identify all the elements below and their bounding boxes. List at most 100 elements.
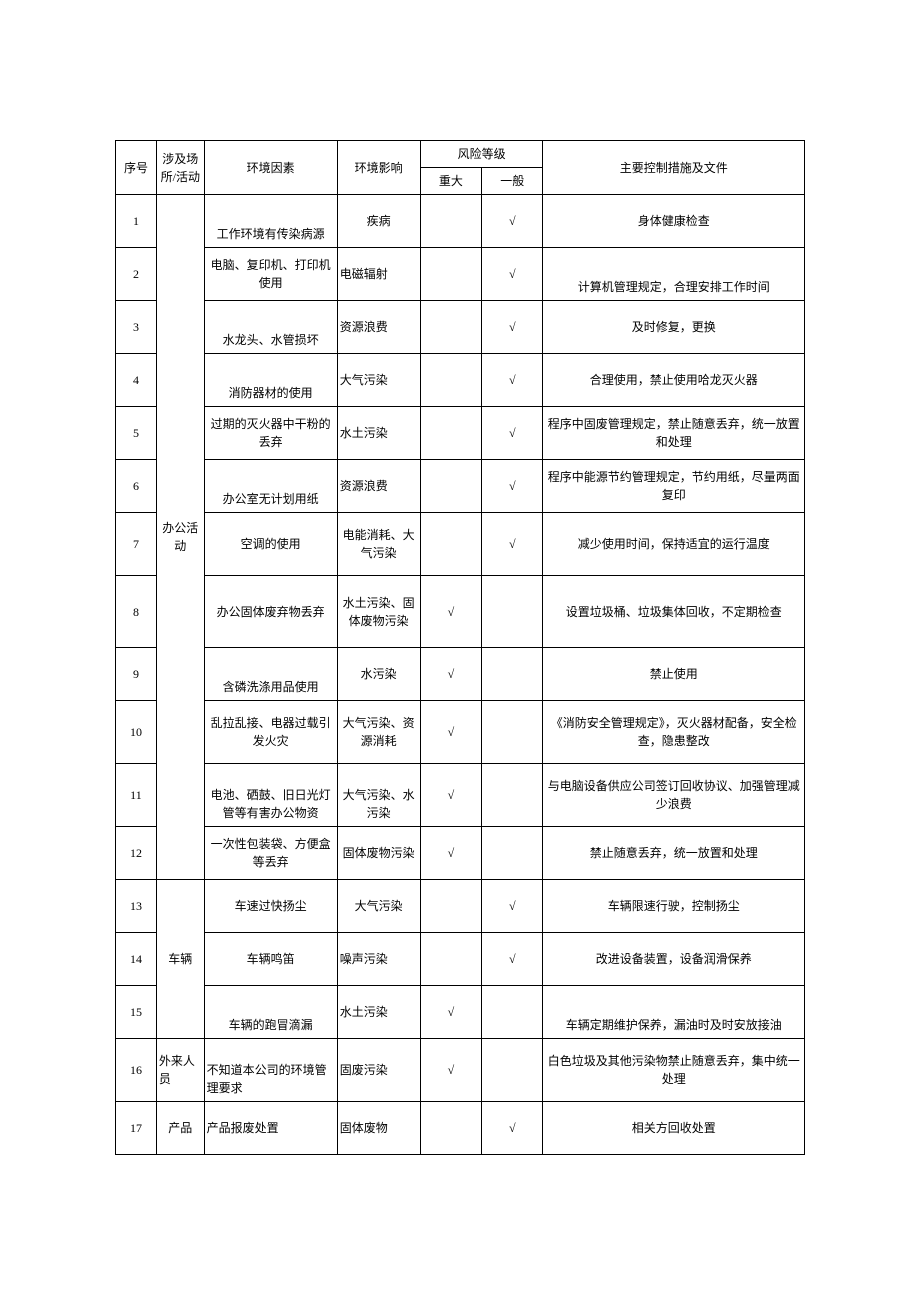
header-risk-minor: 一般 bbox=[482, 168, 543, 195]
environmental-factors-table: 序号 涉及场所/活动 环境因素 环境影响 风险等级 主要控制措施及文件 重大 一… bbox=[115, 140, 805, 1155]
cell-minor: √ bbox=[482, 460, 543, 513]
cell-major: √ bbox=[420, 986, 481, 1039]
cell-seq: 6 bbox=[116, 460, 157, 513]
cell-major bbox=[420, 354, 481, 407]
cell-minor: √ bbox=[482, 933, 543, 986]
cell-major bbox=[420, 933, 481, 986]
cell-seq: 13 bbox=[116, 880, 157, 933]
table-row: 12 一次性包装袋、方便盒等丢弃 固体废物污染 √ 禁止随意丢弃，统一放置和处理 bbox=[116, 827, 805, 880]
cell-factor: 过期的灭火器中干粉的丢弃 bbox=[204, 407, 337, 460]
cell-major bbox=[420, 195, 481, 248]
cell-measure: 禁止使用 bbox=[543, 648, 805, 701]
cell-impact: 噪声污染 bbox=[337, 933, 420, 986]
cell-place-visitor: 外来人员 bbox=[156, 1039, 204, 1102]
cell-minor: √ bbox=[482, 407, 543, 460]
cell-minor bbox=[482, 701, 543, 764]
cell-seq: 4 bbox=[116, 354, 157, 407]
cell-major: √ bbox=[420, 1039, 481, 1102]
cell-impact: 电磁辐射 bbox=[337, 248, 420, 301]
cell-minor: √ bbox=[482, 354, 543, 407]
cell-factor: 乱拉乱接、电器过载引发火灾 bbox=[204, 701, 337, 764]
header-seq: 序号 bbox=[116, 141, 157, 195]
cell-factor: 产品报废处置 bbox=[204, 1102, 337, 1155]
cell-factor: 工作环境有传染病源 bbox=[204, 195, 337, 248]
cell-minor: √ bbox=[482, 880, 543, 933]
header-factor: 环境因素 bbox=[204, 141, 337, 195]
cell-measure: 程序中能源节约管理规定，节约用纸，尽量两面复印 bbox=[543, 460, 805, 513]
cell-seq: 9 bbox=[116, 648, 157, 701]
table-row: 16 外来人员 不知道本公司的环境管理要求 固废污染 √ 白色垃圾及其他污染物禁… bbox=[116, 1039, 805, 1102]
cell-major bbox=[420, 248, 481, 301]
cell-major bbox=[420, 407, 481, 460]
cell-measure: 白色垃圾及其他污染物禁止随意丢弃，集中统一处理 bbox=[543, 1039, 805, 1102]
cell-factor: 消防器材的使用 bbox=[204, 354, 337, 407]
cell-major: √ bbox=[420, 576, 481, 648]
cell-impact: 资源浪费 bbox=[337, 460, 420, 513]
cell-factor: 一次性包装袋、方便盒等丢弃 bbox=[204, 827, 337, 880]
cell-measure: 车辆定期维护保养，漏油时及时安放接油 bbox=[543, 986, 805, 1039]
cell-impact: 疾病 bbox=[337, 195, 420, 248]
cell-impact: 大气污染 bbox=[337, 880, 420, 933]
cell-impact: 水土污染 bbox=[337, 407, 420, 460]
table-row: 5 过期的灭火器中干粉的丢弃 水土污染 √ 程序中固废管理规定，禁止随意丢弃，统… bbox=[116, 407, 805, 460]
cell-impact: 电能消耗、大气污染 bbox=[337, 513, 420, 576]
cell-major: √ bbox=[420, 701, 481, 764]
cell-impact: 固废污染 bbox=[337, 1039, 420, 1102]
cell-seq: 12 bbox=[116, 827, 157, 880]
table-row: 7 空调的使用 电能消耗、大气污染 √ 减少使用时间，保持适宜的运行温度 bbox=[116, 513, 805, 576]
cell-seq: 3 bbox=[116, 301, 157, 354]
cell-factor: 电脑、复印机、打印机使用 bbox=[204, 248, 337, 301]
cell-impact: 固体废物污染 bbox=[337, 827, 420, 880]
table-row: 6 办公室无计划用纸 资源浪费 √ 程序中能源节约管理规定，节约用纸，尽量两面复… bbox=[116, 460, 805, 513]
cell-seq: 17 bbox=[116, 1102, 157, 1155]
cell-seq: 1 bbox=[116, 195, 157, 248]
header-place: 涉及场所/活动 bbox=[156, 141, 204, 195]
cell-impact: 水土污染、固体废物污染 bbox=[337, 576, 420, 648]
header-risk: 风险等级 bbox=[420, 141, 543, 168]
table-row: 13 车辆 车速过快扬尘 大气污染 √ 车辆限速行驶，控制扬尘 bbox=[116, 880, 805, 933]
cell-major: √ bbox=[420, 648, 481, 701]
cell-seq: 16 bbox=[116, 1039, 157, 1102]
cell-minor: √ bbox=[482, 195, 543, 248]
table-row: 9 含磷洗涤用品使用 水污染 √ 禁止使用 bbox=[116, 648, 805, 701]
cell-factor: 含磷洗涤用品使用 bbox=[204, 648, 337, 701]
cell-place-product: 产品 bbox=[156, 1102, 204, 1155]
table-row: 1 办公活动 工作环境有传染病源 疾病 √ 身体健康检查 bbox=[116, 195, 805, 248]
cell-seq: 15 bbox=[116, 986, 157, 1039]
cell-factor: 水龙头、水管损坏 bbox=[204, 301, 337, 354]
cell-measure: 禁止随意丢弃，统一放置和处理 bbox=[543, 827, 805, 880]
cell-major bbox=[420, 460, 481, 513]
cell-measure: 车辆限速行驶，控制扬尘 bbox=[543, 880, 805, 933]
cell-factor: 办公固体废弃物丢弃 bbox=[204, 576, 337, 648]
cell-measure: 及时修复，更换 bbox=[543, 301, 805, 354]
cell-impact: 水污染 bbox=[337, 648, 420, 701]
cell-seq: 8 bbox=[116, 576, 157, 648]
cell-measure: 《消防安全管理规定》，灭火器材配备，安全检查，隐患整改 bbox=[543, 701, 805, 764]
cell-major bbox=[420, 1102, 481, 1155]
header-impact: 环境影响 bbox=[337, 141, 420, 195]
cell-measure: 身体健康检查 bbox=[543, 195, 805, 248]
cell-minor bbox=[482, 764, 543, 827]
cell-measure: 计算机管理规定，合理安排工作时间 bbox=[543, 248, 805, 301]
cell-factor: 车速过快扬尘 bbox=[204, 880, 337, 933]
cell-major bbox=[420, 513, 481, 576]
cell-factor: 空调的使用 bbox=[204, 513, 337, 576]
cell-measure: 减少使用时间，保持适宜的运行温度 bbox=[543, 513, 805, 576]
table-body: 1 办公活动 工作环境有传染病源 疾病 √ 身体健康检查 2 电脑、复印机、打印… bbox=[116, 195, 805, 1155]
cell-factor: 电池、硒鼓、旧日光灯管等有害办公物资 bbox=[204, 764, 337, 827]
cell-major: √ bbox=[420, 764, 481, 827]
cell-seq: 14 bbox=[116, 933, 157, 986]
cell-impact: 大气污染、资源消耗 bbox=[337, 701, 420, 764]
table-row: 11 电池、硒鼓、旧日光灯管等有害办公物资 大气污染、水污染 √ 与电脑设备供应… bbox=[116, 764, 805, 827]
cell-impact: 大气污染 bbox=[337, 354, 420, 407]
cell-factor: 车辆的跑冒滴漏 bbox=[204, 986, 337, 1039]
cell-major bbox=[420, 301, 481, 354]
table-row: 8 办公固体废弃物丢弃 水土污染、固体废物污染 √ 设置垃圾桶、垃圾集体回收，不… bbox=[116, 576, 805, 648]
cell-measure: 程序中固废管理规定，禁止随意丢弃，统一放置和处理 bbox=[543, 407, 805, 460]
cell-seq: 10 bbox=[116, 701, 157, 764]
table-row: 2 电脑、复印机、打印机使用 电磁辐射 √ 计算机管理规定，合理安排工作时间 bbox=[116, 248, 805, 301]
cell-major bbox=[420, 880, 481, 933]
cell-factor: 车辆鸣笛 bbox=[204, 933, 337, 986]
cell-impact: 大气污染、水污染 bbox=[337, 764, 420, 827]
cell-seq: 11 bbox=[116, 764, 157, 827]
